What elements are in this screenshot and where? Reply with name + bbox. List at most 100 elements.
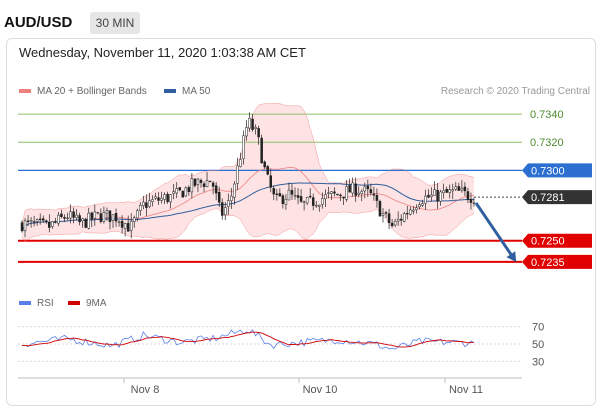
candle-body: [402, 213, 406, 222]
candle-body: [211, 182, 215, 187]
ma9-swatch-icon: [68, 301, 80, 306]
candle-body: [427, 194, 430, 198]
candle-body: [454, 186, 458, 190]
candle-body: [48, 221, 51, 228]
candle-body: [120, 220, 124, 228]
candle-body: [460, 187, 464, 191]
legend-bollinger: MA 20 + Bollinger Bands: [19, 86, 147, 97]
candle-body: [321, 198, 324, 205]
candle-body: [126, 222, 130, 232]
forecast-arrow-line: [474, 202, 516, 260]
candle-body: [311, 197, 315, 206]
candle-body: [272, 188, 276, 195]
legend-ma50-label: MA 50: [182, 86, 211, 97]
candle-body: [363, 186, 367, 192]
candle-body: [208, 180, 212, 183]
level-label-last: 0.7281: [522, 190, 592, 205]
candle-body: [318, 204, 321, 207]
candle-body: [66, 217, 69, 220]
candle-body: [41, 218, 45, 221]
candle-body: [223, 207, 227, 216]
svg-text:0.7300: 0.7300: [531, 165, 565, 177]
svg-text:0.7281: 0.7281: [531, 192, 565, 204]
candle-body: [330, 191, 333, 195]
candle-body: [233, 183, 236, 198]
candle-body: [287, 189, 291, 201]
candle-body: [51, 221, 54, 227]
candle-body: [172, 191, 175, 194]
candle-body: [35, 219, 39, 222]
candle-body: [406, 213, 409, 215]
candle-body: [154, 196, 157, 199]
candle-body: [63, 217, 66, 219]
candle-body: [375, 195, 379, 201]
candle-body: [263, 161, 266, 168]
svg-text:0.7340: 0.7340: [530, 109, 564, 121]
candle-body: [199, 179, 203, 183]
candle-body: [308, 195, 312, 198]
candle-body: [84, 218, 87, 228]
candle-body: [409, 209, 412, 215]
candle-body: [372, 193, 376, 196]
candle-body: [57, 214, 60, 224]
candle-body: [269, 175, 273, 188]
svg-text:0.7250: 0.7250: [531, 236, 565, 248]
ma50-swatch-icon: [164, 89, 176, 94]
candle-body: [278, 193, 282, 197]
candle-body: [348, 185, 351, 193]
candle-body: [190, 178, 194, 193]
timeframe-badge[interactable]: 30 MIN: [90, 12, 140, 34]
candle-body: [466, 191, 470, 200]
candle-body: [157, 197, 160, 201]
candle-body: [142, 201, 145, 206]
candle-body: [384, 212, 388, 214]
candle-body: [181, 190, 185, 198]
candle-body: [187, 187, 191, 192]
candle-body: [99, 213, 103, 222]
candle-body: [96, 211, 100, 214]
x-tick-label: Nov 10: [303, 384, 338, 396]
candle-body: [457, 186, 461, 191]
candle-body: [54, 221, 57, 223]
candle-body: [239, 159, 242, 167]
candle-body: [393, 220, 397, 226]
rsi-tick-label: 30: [532, 356, 544, 368]
candle-body: [357, 192, 360, 195]
candle-body: [93, 211, 97, 219]
candle-body: [430, 194, 433, 197]
candle-body: [448, 189, 451, 193]
candle-body: [114, 213, 118, 222]
candle-body: [163, 194, 166, 200]
candle-body: [175, 188, 178, 194]
x-tick-label: Nov 11: [449, 384, 483, 396]
candle-body: [339, 194, 342, 197]
legend-ma50: MA 50: [164, 86, 210, 97]
candle-body: [236, 165, 239, 184]
legend-bollinger-label: MA 20 + Bollinger Bands: [37, 86, 147, 97]
candle-body: [214, 185, 218, 194]
candle-body: [254, 127, 257, 130]
level-label-support: 0.7250: [522, 233, 592, 248]
bollinger-upper-line: [21, 103, 475, 226]
candle-body: [336, 193, 339, 196]
candle-body: [260, 137, 263, 164]
candle-body: [469, 199, 473, 203]
candle-body: [123, 223, 127, 229]
candle-body: [281, 195, 285, 204]
candle-body: [87, 212, 90, 229]
candle-body: [275, 193, 279, 195]
candle-body: [151, 199, 154, 202]
candle-body: [220, 202, 224, 216]
candle-body: [333, 191, 336, 194]
bollinger-swatch-icon: [19, 89, 31, 94]
candle-body: [90, 212, 94, 220]
candle-body: [412, 209, 415, 212]
candle-body: [366, 185, 370, 190]
candle-body: [381, 213, 385, 216]
candle-body: [75, 214, 78, 219]
svg-text:0.7320: 0.7320: [530, 137, 564, 149]
candle-body: [342, 196, 345, 199]
candle-body: [139, 205, 142, 211]
candle-body: [418, 204, 421, 208]
